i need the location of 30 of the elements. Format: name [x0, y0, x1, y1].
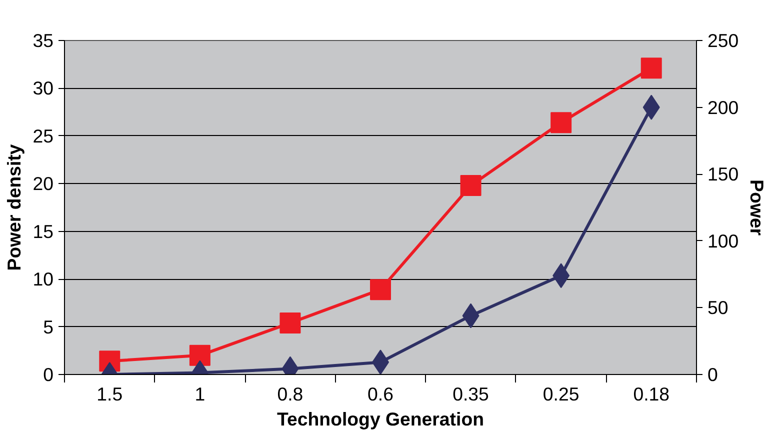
- point: [280, 312, 301, 334]
- y2-tick-label: 150: [708, 164, 739, 185]
- x-tick-label: 0.8: [277, 384, 304, 404]
- x-tick-label: 1: [194, 384, 206, 404]
- point: [640, 58, 662, 79]
- point: [550, 112, 572, 134]
- point: [370, 279, 391, 300]
- y2-tick-label: 100: [708, 230, 739, 252]
- point: [189, 344, 210, 366]
- y2-tick-label: 250: [708, 30, 739, 51]
- x-tick-label: 0.18: [633, 384, 670, 404]
- x-axis-title: Technology Generation: [277, 408, 484, 430]
- y2-tick-label: 50: [708, 297, 728, 318]
- y-tick-label: 5: [43, 316, 54, 338]
- y-tick-label: 15: [32, 220, 54, 242]
- x-tick-label: 0.25: [542, 384, 580, 404]
- y2-tick-label: 0: [708, 364, 718, 385]
- y-tick-label: 25: [32, 125, 54, 146]
- y-tick-label: 30: [32, 78, 54, 99]
- x-tick-label: 0.6: [368, 384, 394, 404]
- point: [460, 175, 482, 196]
- y-tick-label: 35: [32, 30, 54, 51]
- x-tick-label: 0.35: [452, 384, 489, 404]
- y2-tick-label: 200: [708, 96, 739, 118]
- y-tick-label: 20: [32, 173, 54, 194]
- y-axis-title: Power density: [4, 144, 25, 271]
- x-tick-label: 1.5: [96, 384, 123, 404]
- y-tick-label: 0: [43, 364, 54, 385]
- y-tick-label: 10: [32, 268, 54, 290]
- y2-axis-title: Power: [746, 180, 768, 236]
